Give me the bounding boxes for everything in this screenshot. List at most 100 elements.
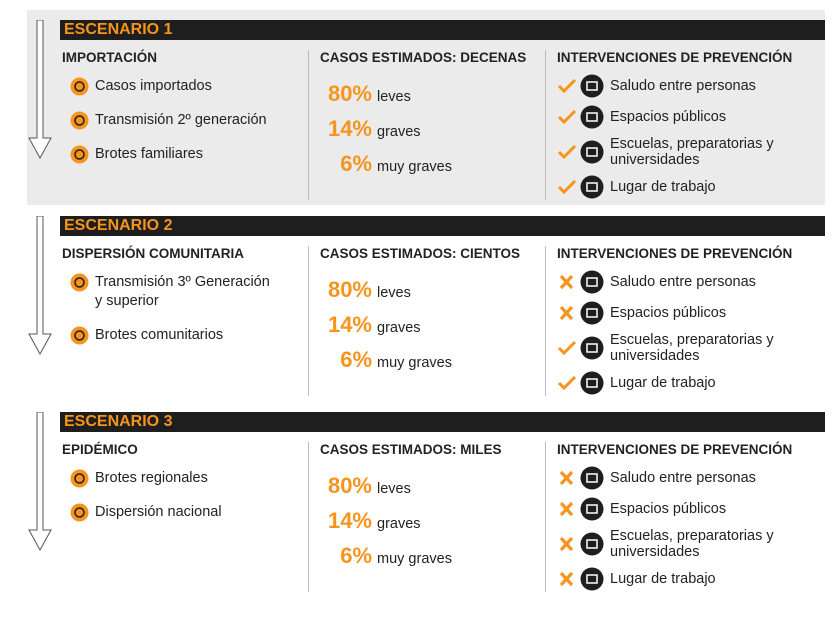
origin-list: Brotes regionales Dispersión nacional: [62, 469, 302, 522]
divider: [308, 246, 309, 396]
intervention-text: Espacios públicos: [610, 109, 726, 125]
interventions-list: Saludo entre personas Espacios públicos Es…: [557, 466, 827, 591]
origin-item: Brotes regionales: [62, 469, 302, 488]
cases-list: 80% leves 14% graves 6% muy graves: [320, 80, 540, 178]
intervention-item: Lugar de trabajo: [557, 175, 827, 199]
text-line: Lugar de trabajo: [610, 375, 716, 391]
cases-list: 80% leves 14% graves 6% muy graves: [320, 276, 540, 374]
arrow: [28, 215, 54, 363]
divider: [545, 50, 546, 200]
intervention-text: Lugar de trabajo: [610, 571, 716, 587]
text-line: Saludo entre personas: [610, 274, 756, 290]
percentage: 80%: [327, 277, 372, 302]
scenario-title: ESCENARIO 3: [60, 412, 825, 432]
cases-column: CASOS ESTIMADOS: DECENAS 80% leves 14% grave…: [320, 48, 540, 178]
severity: graves: [377, 516, 421, 532]
intervention-text: Saludo entre personas: [610, 78, 756, 94]
severity: graves: [377, 124, 421, 140]
cross-mark: [559, 470, 574, 486]
origin-column: EPIDÉMICO Brotes regionales Dispersión nac…: [62, 440, 302, 522]
text-line: universidades: [610, 348, 700, 364]
origin-text: Brotes familiares: [95, 145, 203, 164]
column-heading: CASOS ESTIMADOS: MILES: [320, 442, 502, 457]
text-line: Casos importados: [95, 78, 212, 94]
origin-text: Brotes regionales: [95, 469, 208, 488]
text-line: Transmisión 3º Generación: [95, 274, 270, 290]
arrow: [28, 19, 54, 167]
intervention-item: Saludo entre personas: [557, 74, 827, 98]
percentage: 6%: [340, 543, 372, 568]
cases-column: CASOS ESTIMADOS: CIENTOS 80% leves 14% grave…: [320, 244, 540, 374]
check-mark: [557, 375, 577, 391]
icon: [580, 336, 604, 360]
cross-mark: [559, 274, 574, 290]
origin-item: Transmisión 3º Generación y superior: [62, 273, 302, 311]
scenario: ESCENARIO 1 IMPORTACIÓN Casos importados Tr…: [0, 10, 835, 216]
interventions-column: INTERVENCIONES DE PREVENCIÓN Saludo entre…: [557, 48, 827, 199]
intervention-item: Saludo entre personas: [557, 270, 827, 294]
case-row: 6% muy graves: [320, 346, 540, 374]
icon: [580, 74, 604, 98]
text-line: Espacios públicos: [610, 305, 727, 321]
interventions-column: INTERVENCIONES DE PREVENCIÓN Saludo entre…: [557, 440, 827, 591]
icon: [70, 326, 89, 345]
text-line: universidades: [610, 544, 700, 560]
case-row: 80% leves: [320, 276, 540, 304]
percentage: 14%: [327, 312, 372, 337]
percentage: 14%: [327, 508, 372, 533]
text-line: y superior: [95, 293, 159, 309]
scenario-title: ESCENARIO 2: [60, 216, 825, 236]
cross-mark: [559, 305, 574, 321]
check-mark: [557, 78, 577, 94]
text-line: universidades: [610, 152, 700, 168]
text-line: Espacios públicos: [610, 109, 727, 125]
column-heading: CASOS ESTIMADOS: DECENAS: [320, 50, 527, 65]
intervention-text: Escuelas, preparatorias y universidades: [610, 332, 774, 364]
intervention-text: Saludo entre personas: [610, 274, 756, 290]
icon: [70, 503, 89, 522]
intervention-item: Escuelas, preparatorias y universidades: [557, 332, 827, 364]
intervention-item: Espacios públicos: [557, 497, 827, 521]
cross-mark: [559, 501, 574, 517]
scenario: ESCENARIO 2 DISPERSIÓN COMUNITARIA Transmi…: [0, 215, 835, 412]
intervention-item: Espacios públicos: [557, 301, 827, 325]
icon: [580, 105, 604, 129]
interventions-column: INTERVENCIONES DE PREVENCIÓN Saludo entre…: [557, 244, 827, 395]
column-heading: INTERVENCIONES DE PREVENCIÓN: [557, 442, 793, 457]
icon: [580, 371, 604, 395]
check-mark: [557, 340, 577, 356]
divider: [308, 442, 309, 592]
icon: [70, 469, 89, 488]
origin-item: Casos importados: [62, 77, 302, 96]
column-heading: INTERVENCIONES DE PREVENCIÓN: [557, 50, 793, 65]
origin-text: Brotes comunitarios: [95, 326, 223, 345]
intervention-text: Espacios públicos: [610, 305, 726, 321]
origin-item: Dispersión nacional: [62, 503, 302, 522]
text-line: Escuelas, preparatorias y: [610, 528, 774, 544]
origin-item: Transmisión 2º generación: [62, 111, 302, 130]
text-line: Lugar de trabajo: [610, 179, 716, 195]
origin-list: Casos importados Transmisión 2º generació…: [62, 77, 302, 164]
severity: muy graves: [377, 355, 452, 371]
origin-text: Dispersión nacional: [95, 503, 222, 522]
arrow: [28, 411, 54, 559]
icon: [580, 140, 604, 164]
intervention-text: Espacios públicos: [610, 501, 726, 517]
text-line: Escuelas, preparatorias y: [610, 332, 774, 348]
icon: [580, 497, 604, 521]
intervention-text: Saludo entre personas: [610, 470, 756, 486]
intervention-item: Lugar de trabajo: [557, 371, 827, 395]
icon: [70, 273, 89, 292]
severity: muy graves: [377, 551, 452, 567]
text-line: Lugar de trabajo: [610, 571, 716, 587]
check-mark: [557, 179, 577, 195]
cases-column: CASOS ESTIMADOS: MILES 80% leves 14% graves 6…: [320, 440, 540, 570]
origin-text: Transmisión 3º Generación y superior: [95, 273, 270, 311]
column-heading: INTERVENCIONES DE PREVENCIÓN: [557, 246, 793, 261]
interventions-list: Saludo entre personas Espacios públicos Es…: [557, 74, 827, 199]
text-line: Saludo entre personas: [610, 78, 756, 94]
column-heading: CASOS ESTIMADOS: CIENTOS: [320, 246, 521, 261]
icon: [580, 466, 604, 490]
intervention-item: Escuelas, preparatorias y universidades: [557, 528, 827, 560]
